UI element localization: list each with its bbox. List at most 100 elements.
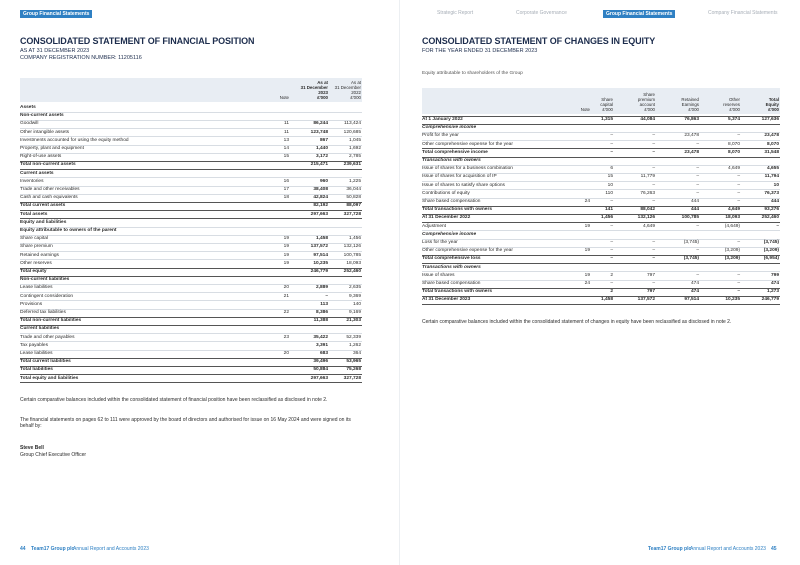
cell: 93,276 — [764, 207, 779, 213]
cell: 327,728 — [343, 211, 361, 217]
cell: – — [696, 272, 699, 278]
cell: – — [652, 256, 655, 262]
note: Certain comparative balances included wi… — [422, 318, 732, 325]
row-label: Right-of-use assets — [20, 154, 62, 160]
row-label: Property, plant and equipment — [20, 146, 84, 151]
cell: (3,209) — [724, 248, 740, 254]
page-number: 45 — [771, 546, 777, 552]
nav-item[interactable]: Company Financial Statements — [708, 10, 778, 16]
cell: – — [737, 272, 740, 278]
cell: – — [652, 199, 655, 204]
cell: – — [652, 248, 655, 254]
section-label: Non-current assets — [20, 113, 64, 119]
row-rule — [20, 300, 362, 302]
cell: 867 — [319, 137, 328, 143]
cell: 327,728 — [343, 375, 361, 381]
section-label: Equity and liabilities — [20, 219, 67, 225]
cell: 35,422 — [313, 334, 328, 340]
row-label: Contributions of equity — [422, 190, 470, 196]
row-rule — [20, 218, 362, 220]
cell: – — [737, 289, 740, 295]
cell: 23,478 — [684, 133, 699, 139]
column-header: £'000 — [602, 107, 613, 112]
note: The financial statements on pages 62 to … — [20, 416, 351, 430]
cell: (3,745) — [763, 240, 779, 245]
cell: 42,824 — [313, 195, 328, 201]
row-rule — [422, 213, 780, 215]
nav-item[interactable]: Corporate Governance — [516, 10, 567, 16]
cell: 88,097 — [346, 203, 361, 209]
column-header: premium — [637, 97, 655, 102]
row-label: Other reserves — [20, 260, 52, 266]
row-rule — [20, 136, 362, 138]
row-rule — [422, 271, 780, 273]
row-label: Total equity — [20, 269, 47, 274]
cell: 13 — [283, 137, 289, 143]
column-header: £'000 — [350, 95, 361, 100]
row-label: Total transactions with owners — [422, 289, 493, 295]
row-label: Deferred tax liabilities — [20, 310, 66, 315]
cell: – — [610, 248, 613, 254]
row-label: Total liabilities — [20, 367, 53, 373]
cell: 10 — [773, 182, 779, 188]
column-header: Equity — [765, 102, 779, 107]
column-header: 2023 — [318, 90, 328, 95]
cell: 5,374 — [727, 117, 740, 122]
cell: 8,070 — [727, 141, 740, 147]
cell: 18,093 — [725, 215, 740, 221]
row-label: Provisions — [20, 301, 43, 307]
cell: – — [610, 133, 613, 139]
row-label: Issue of shares for a business combinati… — [422, 166, 513, 172]
cell: 2,785 — [348, 154, 361, 160]
cell: 16 — [283, 178, 289, 184]
row-rule — [20, 201, 362, 203]
title: CONSOLIDATED STATEMENT OF CHANGES IN EQU… — [422, 36, 656, 46]
footer-report: Annual Report and Accounts 2023 — [690, 546, 766, 552]
row-rule — [20, 333, 362, 335]
row-label: Cash and cash equivalents — [20, 195, 78, 201]
cell: 3,172 — [315, 154, 328, 160]
row-rule — [422, 230, 780, 232]
cell: 110 — [605, 190, 613, 196]
header-band — [422, 88, 780, 114]
column-header: As at — [350, 80, 361, 85]
section-label: Assets — [20, 105, 36, 110]
cell: 23,478 — [764, 133, 779, 139]
column-header: Earnings — [681, 102, 699, 107]
column-header: Note — [279, 95, 289, 100]
cell: – — [696, 190, 699, 196]
section-label: Comprehensive income — [422, 231, 477, 237]
row-rule — [422, 156, 780, 158]
cell: 10,235 — [313, 260, 328, 266]
cell: 1,315 — [600, 117, 613, 122]
cell: 19 — [283, 260, 289, 266]
gutter — [399, 0, 400, 565]
row-label: Total assets — [20, 211, 48, 217]
cell: 8,070 — [727, 149, 740, 155]
row-rule — [422, 123, 780, 125]
cell: 36,044 — [346, 187, 361, 192]
cell: – — [652, 166, 655, 172]
row-rule — [20, 169, 362, 171]
cell: 799 — [770, 272, 779, 278]
section-label: Current assets — [20, 170, 54, 176]
cell: 24 — [584, 199, 590, 204]
cell: 113,424 — [344, 121, 361, 127]
row-label: Goodwill — [20, 121, 39, 127]
column-header: Share — [601, 97, 613, 102]
nav-item[interactable]: Group Financial Statements — [603, 10, 676, 18]
cell: 10,235 — [725, 297, 740, 303]
column-header: £'000 — [317, 95, 328, 100]
row-label: Loss for the year — [422, 240, 458, 245]
cell: – — [696, 223, 699, 229]
row-rule — [422, 164, 780, 166]
row-rule — [20, 365, 362, 367]
row-rule — [422, 140, 780, 142]
cell: 3,391 — [315, 342, 328, 348]
cell: – — [652, 133, 655, 139]
cell: 88,042 — [640, 207, 655, 213]
column-header: Other — [729, 97, 740, 102]
row-label: Total non-current assets — [20, 162, 76, 168]
nav-item[interactable]: Strategic Report — [437, 10, 474, 16]
